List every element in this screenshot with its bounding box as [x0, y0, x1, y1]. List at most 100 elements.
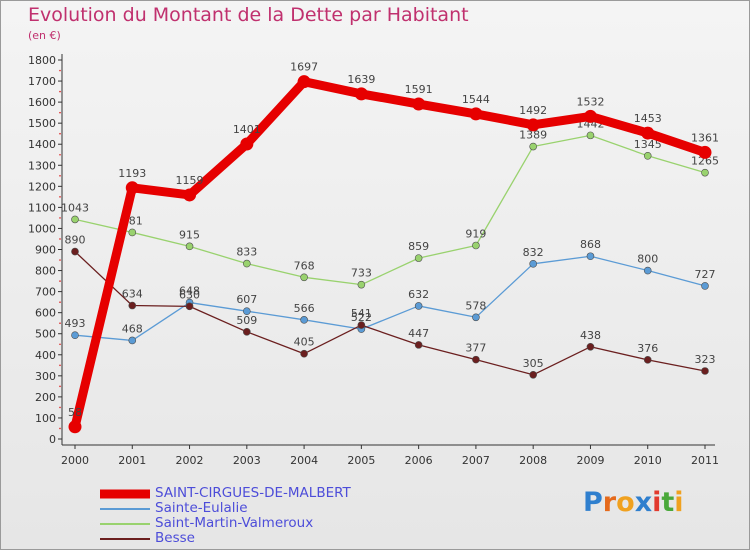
data-point: [357, 280, 366, 289]
logo-letter: x: [634, 487, 653, 518]
data-point: [183, 188, 197, 202]
y-tick-label: 1400: [28, 138, 56, 151]
y-minor-tick: [59, 111, 61, 114]
data-label: 493: [65, 317, 86, 330]
data-point: [243, 328, 251, 336]
y-tick-label: 600: [35, 307, 56, 320]
data-point: [243, 307, 251, 315]
data-label: 607: [236, 293, 257, 306]
y-minor-tick: [59, 427, 61, 430]
data-label: 377: [465, 342, 486, 355]
data-label: 832: [523, 246, 544, 259]
y-minor-tick: [59, 280, 61, 282]
data-label: 1389: [519, 129, 547, 142]
series-line: [74, 134, 706, 286]
data-label: 890: [65, 234, 86, 247]
data-point: [529, 142, 537, 151]
data-label: 468: [122, 322, 143, 335]
data-label: 630: [179, 288, 200, 301]
data-point: [586, 131, 595, 140]
y-minor-tick: [59, 301, 61, 303]
data-point: [412, 97, 426, 111]
data-point: [357, 321, 366, 329]
data-point: [240, 137, 254, 151]
data-label: 1544: [462, 93, 490, 106]
data-label: 1591: [405, 83, 433, 96]
x-tick-label: 2000: [61, 454, 89, 467]
data-label: 648: [179, 285, 200, 298]
data-label: 509: [236, 314, 257, 327]
legend-swatch: [100, 537, 150, 540]
data-point: [701, 282, 709, 290]
data-point: [643, 152, 652, 160]
series-line: [74, 255, 706, 342]
logo-letter: t: [661, 487, 675, 518]
logo-letter: i: [652, 487, 662, 518]
data-point: [71, 331, 79, 339]
data-point: [643, 266, 652, 275]
data-point: [583, 109, 597, 123]
data-label: 1532: [576, 95, 604, 108]
data-point: [529, 260, 537, 268]
data-label: 1159: [176, 174, 204, 187]
data-point: [128, 228, 137, 237]
y-minor-tick: [59, 196, 61, 198]
y-tick-label: 900: [35, 244, 56, 257]
y-tick-label: 0: [49, 433, 56, 446]
y-tick-label: 1000: [28, 222, 56, 235]
data-point: [185, 242, 194, 251]
y-tick-label: 1500: [28, 117, 56, 130]
data-label: 727: [695, 268, 716, 281]
data-point: [472, 313, 480, 322]
data-label: 1453: [634, 112, 662, 125]
data-label: 1361: [691, 131, 719, 144]
legend-swatch: [100, 522, 150, 525]
x-tick-label: 2003: [233, 454, 261, 467]
legend-label: Besse: [155, 530, 195, 546]
data-point: [125, 181, 139, 195]
data-label: 438: [580, 329, 601, 342]
data-point: [354, 87, 368, 101]
proxiti-logo: Proxiti: [583, 487, 684, 518]
y-tick-label: 500: [35, 328, 56, 341]
logo-letter: o: [616, 487, 635, 518]
y-tick-label: 700: [35, 286, 56, 299]
data-point: [71, 247, 79, 256]
x-tick-label: 2001: [118, 454, 146, 467]
data-label: 1345: [634, 138, 662, 151]
y-tick-label: 1100: [28, 201, 56, 214]
y-tick-label: 200: [35, 391, 56, 404]
data-point: [414, 302, 423, 310]
data-point: [300, 273, 308, 282]
logo-letter: i: [674, 487, 684, 518]
y-tick-label: 1300: [28, 159, 56, 172]
data-label: 405: [294, 336, 315, 349]
data-label: 376: [637, 342, 658, 355]
data-label: 733: [351, 267, 372, 280]
legend-label: Sainte-Eulalie: [155, 500, 248, 516]
chart-title: Evolution du Montant de la Dette par Hab…: [28, 4, 469, 26]
y-minor-tick: [59, 153, 61, 156]
x-tick-label: 2010: [634, 454, 662, 467]
data-label: 566: [294, 302, 315, 315]
data-label: 915: [179, 228, 200, 241]
data-label: 1401: [233, 123, 261, 136]
x-tick-label: 2008: [519, 454, 547, 467]
data-point: [526, 118, 540, 132]
data-point: [297, 75, 311, 89]
data-label: 1697: [290, 61, 318, 74]
data-label: 58: [68, 406, 82, 419]
data-point: [472, 355, 480, 364]
data-point: [185, 302, 194, 311]
y-tick-label: 100: [35, 412, 56, 425]
data-label: 1639: [347, 73, 375, 86]
data-label: 919: [465, 227, 486, 240]
y-minor-tick: [59, 90, 61, 93]
y-minor-tick: [59, 385, 61, 388]
legend-label: SAINT-CIRGUES-DE-MALBERT: [155, 485, 351, 501]
data-label: 1043: [61, 201, 89, 214]
data-point: [71, 215, 79, 224]
y-minor-tick: [59, 175, 61, 177]
data-point: [243, 259, 251, 268]
